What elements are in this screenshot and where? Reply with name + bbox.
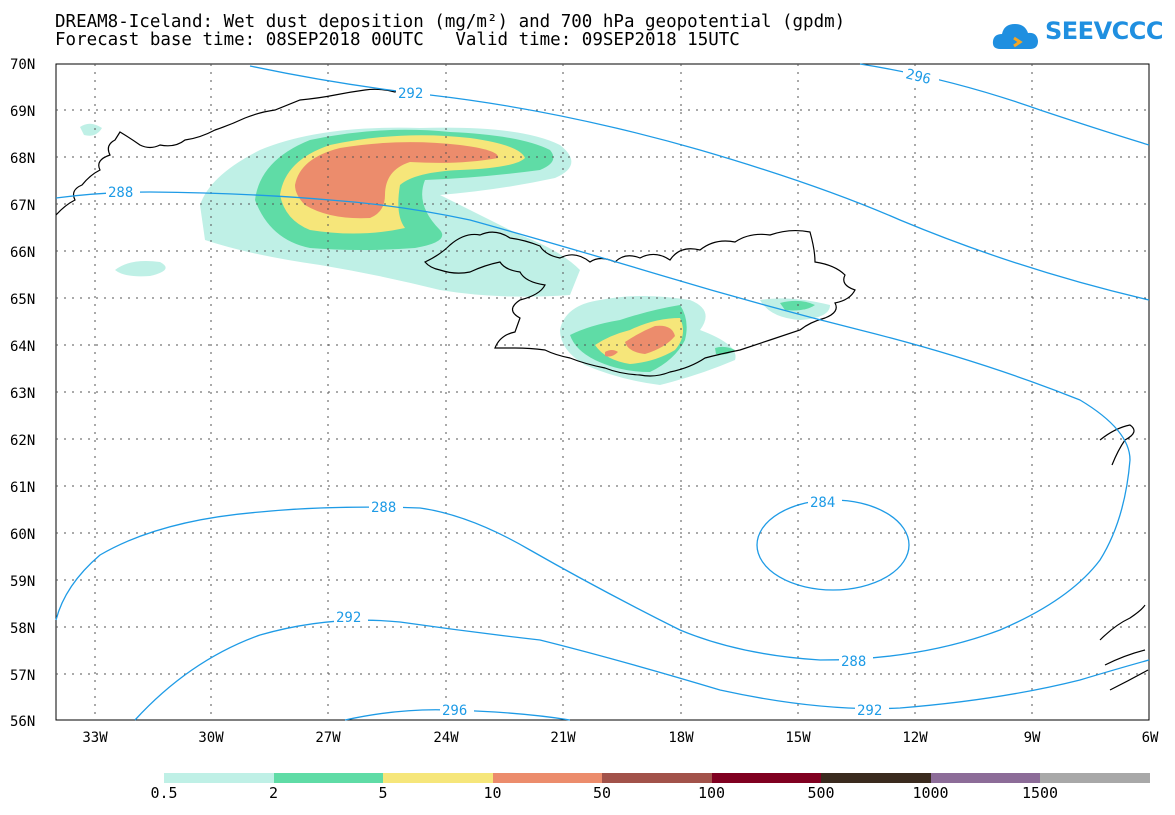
lat-label: 64N — [10, 339, 35, 355]
lon-label: 9W — [1024, 730, 1041, 746]
lat-label: 57N — [10, 668, 35, 684]
lat-label: 69N — [10, 104, 35, 120]
colorbar-segment — [930, 773, 1041, 783]
colorbar-segment — [273, 773, 384, 783]
lat-label: 65N — [10, 292, 35, 308]
cloud-icon — [992, 24, 1038, 49]
lon-label: 12W — [902, 730, 928, 746]
lon-label: 24W — [433, 730, 459, 746]
greenland-coast — [55, 86, 426, 216]
chart-title: DREAM8-Iceland: Wet dust deposition (mg/… — [55, 12, 846, 32]
contour-label: 292 — [336, 610, 361, 626]
lon-label: 21W — [550, 730, 576, 746]
lat-label: 63N — [10, 386, 35, 402]
scotland-coast — [1099, 424, 1149, 691]
colorbar-segment — [1040, 773, 1150, 783]
contour-label: 288 — [371, 500, 396, 516]
lon-label: 27W — [315, 730, 341, 746]
colorbar-segment — [492, 773, 603, 783]
colorbar-segment — [602, 773, 712, 783]
dust-deposition-field — [80, 123, 830, 385]
contour-labels: 292 296 288 288 284 292 288 296 292 — [106, 66, 939, 719]
colorbar-label: 100 — [697, 784, 726, 802]
lat-label: 62N — [10, 433, 35, 449]
colorbar-segment — [821, 773, 931, 783]
lon-label: 18W — [668, 730, 694, 746]
colorbar-segment — [711, 773, 822, 783]
lon-label: 33W — [82, 730, 108, 746]
colorbar-label: 2 — [268, 784, 279, 802]
contour-label: 292 — [398, 86, 423, 102]
chart-subtitle: Forecast base time: 08SEP2018 00UTC Vali… — [55, 30, 740, 50]
lat-label: 66N — [10, 245, 35, 261]
colorbar-label: 1000 — [912, 784, 949, 802]
colorbar-label: 50 — [592, 784, 612, 802]
contour-label: 292 — [857, 703, 882, 719]
contour-label: 288 — [108, 185, 133, 201]
contour-label: 296 — [904, 66, 932, 88]
geopotential-contours — [55, 63, 1150, 721]
longitude-labels: 33W 30W 27W 24W 21W 18W 15W 12W 9W 6W — [82, 730, 1159, 746]
lat-label: 67N — [10, 198, 35, 214]
colorbar-label: 1500 — [1021, 784, 1059, 802]
colorbar-label: 10 — [483, 784, 502, 802]
lon-label: 15W — [785, 730, 811, 746]
lat-label: 61N — [10, 480, 35, 496]
lon-label: 30W — [198, 730, 224, 746]
latitude-labels: 70N 69N 68N 67N 66N 65N 64N 63N 62N 61N … — [10, 57, 35, 730]
colorbar-segment — [383, 773, 493, 783]
lat-label: 56N — [10, 714, 35, 730]
lat-label: 60N — [10, 527, 35, 543]
iceland-coast — [424, 229, 856, 377]
lat-label: 68N — [10, 151, 35, 167]
coastline — [55, 86, 1149, 691]
colorbar-label: 5 — [378, 784, 388, 802]
colorbar-label: 500 — [807, 784, 835, 802]
contour-label: 296 — [442, 703, 467, 719]
lat-label: 58N — [10, 621, 35, 637]
contour-label: 284 — [810, 495, 835, 511]
lat-label: 70N — [10, 57, 35, 73]
colorbar-segment — [164, 773, 274, 783]
logo-text: SEEVCCC — [1045, 17, 1164, 45]
lon-label: 6W — [1142, 730, 1159, 746]
lat-label: 59N — [10, 574, 35, 590]
colorbar-label: 0.5 — [150, 784, 178, 802]
graticule — [56, 64, 1149, 720]
contour-label: 288 — [841, 654, 866, 670]
